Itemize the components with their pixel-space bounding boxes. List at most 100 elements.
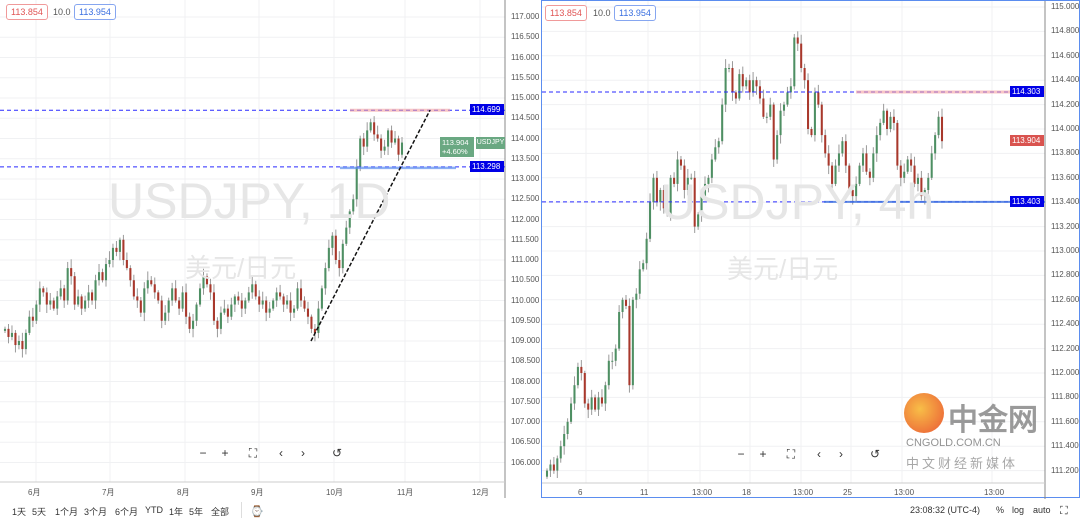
candle-body	[872, 153, 875, 178]
reset-icon[interactable]: ↺	[869, 447, 881, 461]
range-button[interactable]: 3个月	[84, 507, 108, 517]
candle-body	[573, 385, 576, 404]
bid-price-button[interactable]: 113.854	[545, 5, 587, 21]
time-tick: 9月	[251, 488, 264, 497]
candle-body	[676, 159, 679, 184]
candle-body	[268, 308, 271, 313]
price-tick: 111.500	[511, 234, 539, 244]
candle-body	[583, 373, 586, 404]
percent-toggle[interactable]: %	[996, 505, 1005, 515]
name-watermark: 美元/日元	[185, 253, 297, 283]
candle-body	[721, 104, 724, 142]
price-tick: 114.000	[511, 133, 540, 143]
candle-body	[765, 116, 768, 118]
time-tick: 7月	[102, 488, 115, 497]
candle-body	[673, 177, 676, 184]
chevron-right-icon[interactable]: ›	[839, 447, 843, 461]
4h-chart-panel[interactable]: USDJPY, 4h 美元/日元 113.854 10.0 113.954 11…	[541, 0, 1080, 499]
candle-body	[934, 135, 937, 154]
chevron-right-icon[interactable]: ›	[301, 446, 305, 460]
candle-body	[611, 360, 614, 362]
candle-body	[345, 227, 348, 244]
candle-body	[910, 159, 913, 166]
candle-body	[3, 328, 7, 331]
range-button[interactable]: 1年	[169, 507, 184, 517]
chevron-left-icon[interactable]: ‹	[817, 447, 821, 461]
price-tick: 114.400	[1051, 75, 1080, 85]
candle-body	[352, 199, 355, 212]
candle-body	[174, 288, 177, 301]
candle-body	[185, 292, 188, 317]
clock: 23:08:32 (UTC-4)	[910, 505, 981, 515]
candle-body	[87, 292, 90, 301]
plus-icon[interactable]: +	[759, 447, 767, 461]
candle-body	[940, 116, 944, 142]
price-tick: 111.200	[1051, 465, 1079, 475]
chevron-left-icon[interactable]: ‹	[279, 446, 283, 460]
candle-body	[272, 300, 275, 309]
candle-body	[710, 159, 713, 178]
candle-body	[139, 300, 142, 313]
time-tick: 13:00	[894, 488, 915, 497]
daily-chart-panel[interactable]: USDJPY, 1D 美元/日元 113.854 10.0 113.954 11…	[0, 0, 541, 498]
range-button[interactable]: YTD	[145, 505, 163, 515]
candle-body	[645, 238, 648, 264]
candle-body	[717, 141, 720, 148]
candle-body	[324, 268, 327, 289]
candle-body	[240, 300, 243, 309]
candle-body	[59, 288, 62, 297]
range-button[interactable]: 1个月	[55, 507, 79, 517]
candle-body	[820, 104, 823, 136]
plus-icon[interactable]: +	[221, 446, 229, 460]
price-tick: 110.500	[511, 275, 540, 285]
bid-price-button[interactable]: 113.854	[6, 4, 48, 20]
time-tick: 13:00	[793, 488, 814, 497]
reset-icon[interactable]: ↺	[331, 446, 343, 460]
symbol-watermark: USDJPY, 1D	[108, 173, 391, 229]
range-button[interactable]: 6个月	[115, 507, 139, 517]
ask-price-button[interactable]: 113.954	[74, 4, 116, 20]
calendar-icon[interactable]: ⌚	[250, 506, 264, 518]
candle-body	[164, 312, 167, 321]
log-toggle[interactable]: log	[1012, 505, 1025, 515]
candle-body	[362, 138, 365, 147]
candle-body	[7, 328, 10, 337]
candle-body	[317, 308, 320, 333]
price-tick: 113.000	[1051, 246, 1080, 255]
4h-chart-canvas[interactable]	[542, 1, 1080, 499]
candle-body	[56, 296, 59, 309]
time-tick: 8月	[177, 488, 190, 497]
range-button[interactable]: 5年	[189, 507, 204, 517]
candle-body	[827, 153, 830, 166]
candle-body	[655, 177, 658, 203]
candle-body	[786, 92, 789, 105]
candle-body	[724, 68, 727, 105]
fullscreen-icon[interactable]: ⛶	[248, 446, 258, 460]
candle-body	[66, 268, 69, 301]
level-price-tag: 113.298	[470, 160, 504, 172]
price-tick: 111.600	[1051, 416, 1079, 426]
range-button[interactable]: 全部	[211, 507, 230, 517]
ask-price-button[interactable]: 113.954	[614, 5, 656, 21]
candle-body	[628, 305, 631, 386]
fullscreen-icon[interactable]: ⛶	[786, 447, 796, 461]
candle-body	[679, 159, 682, 166]
candle-body	[341, 243, 344, 269]
candle-body	[697, 214, 700, 227]
range-button[interactable]: 5天	[32, 507, 47, 517]
time-tick: 25	[843, 488, 852, 497]
fullscreen-icon[interactable]: ⛶	[1060, 505, 1068, 517]
candle-body	[157, 292, 160, 301]
minus-icon[interactable]: −	[199, 446, 207, 460]
daily-chart-canvas[interactable]	[0, 0, 541, 498]
candle-body	[741, 74, 744, 87]
spread-label: 10.0	[53, 7, 71, 17]
candle-body	[282, 296, 285, 305]
candle-body	[390, 130, 393, 143]
auto-toggle[interactable]: auto	[1033, 505, 1051, 515]
minus-icon[interactable]: −	[737, 447, 745, 461]
candle-body	[813, 92, 816, 136]
candle-body	[549, 464, 552, 471]
candle-body	[244, 300, 247, 309]
range-button[interactable]: 1天	[12, 507, 27, 517]
